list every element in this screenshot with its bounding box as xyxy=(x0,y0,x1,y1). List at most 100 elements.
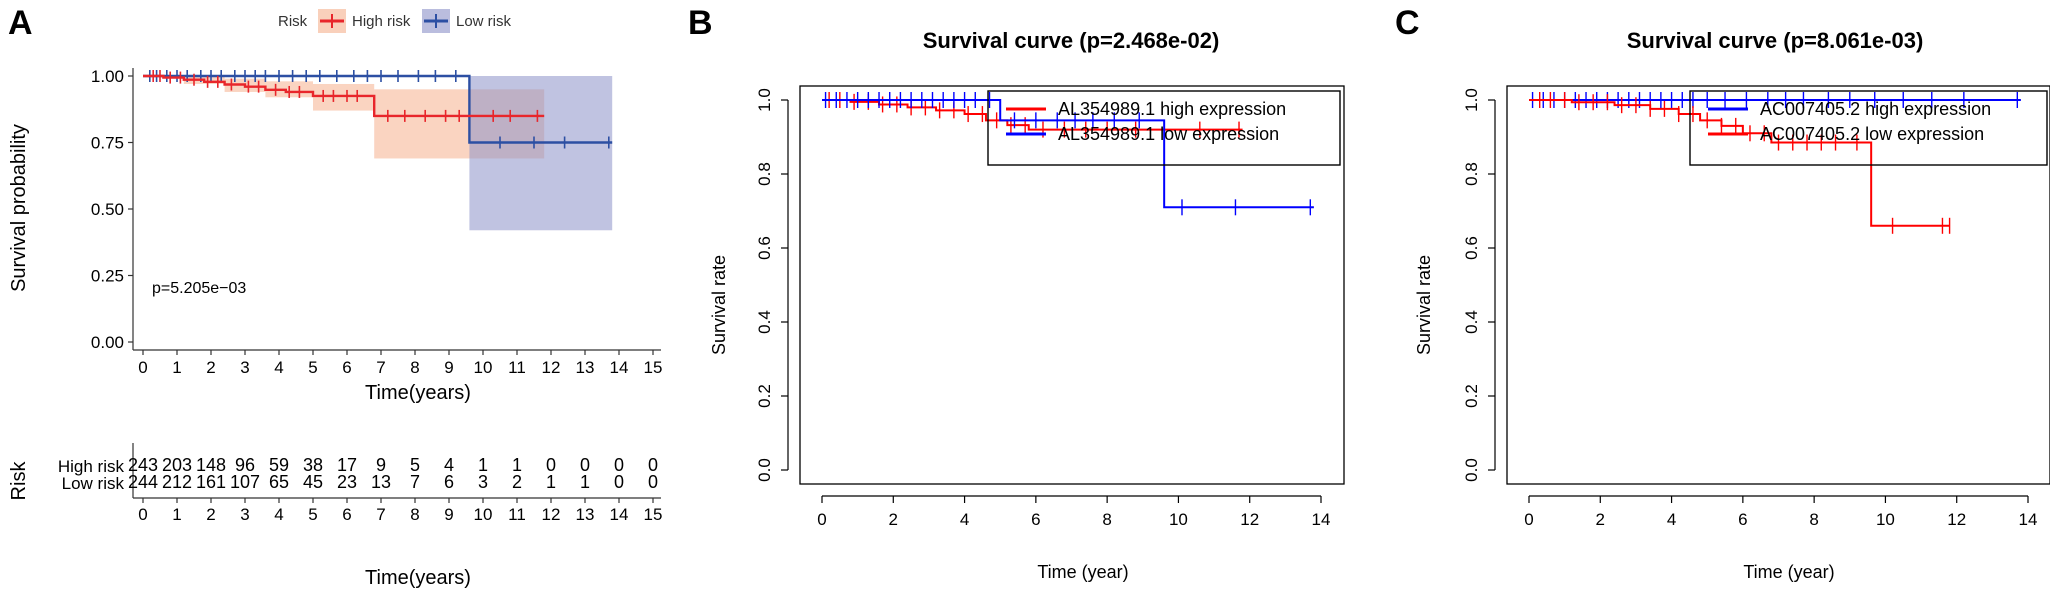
panel-c-xtick-label-5: 10 xyxy=(1876,510,1895,529)
panel-a-xtick-label-8: 8 xyxy=(410,358,419,377)
panel-b-xtick-label-1: 2 xyxy=(889,510,898,529)
legend-a-title: Risk xyxy=(278,13,308,30)
panel-a-xtick-label-13: 13 xyxy=(576,358,595,377)
panel-c-ytick-label-3: 0.6 xyxy=(1462,236,1481,260)
risk-table-cell-0-7: 9 xyxy=(376,455,386,475)
panel-b-xtick-label-3: 6 xyxy=(1031,510,1040,529)
panel-c-legend-label-0: AC007405.2 high expression xyxy=(1760,99,1991,119)
panel-a-ci-band-1-2 xyxy=(469,76,613,231)
panel-a-xlabel: Time(years) xyxy=(365,382,471,404)
panel-b-plot: 0.0 0.2 0.4 0.6 0.8 1.0 0 2 4 6 8 10 12 14 AL354989.1 … xyxy=(755,85,1345,529)
risk-table-cell-1-13: 1 xyxy=(580,472,590,492)
risk-table-cell-1-15: 0 xyxy=(648,472,658,492)
panel-a-xtick-label-14: 14 xyxy=(610,358,629,377)
risk-table-xtick-label-11: 11 xyxy=(508,505,526,524)
risk-table-cell-1-1: 212 xyxy=(162,472,192,492)
risk-table-xtick-label-2: 2 xyxy=(206,505,215,524)
panel-a-xtick-label-7: 7 xyxy=(376,358,385,377)
risk-table-cell-0-15: 0 xyxy=(648,455,658,475)
panel-c-ytick-label-2: 0.4 xyxy=(1462,310,1481,334)
risk-table-cell-0-3: 96 xyxy=(235,455,255,475)
panel-a-xtick-label-9: 9 xyxy=(444,358,453,377)
panel-a-xtick-label-3: 3 xyxy=(240,358,249,377)
panel-b-xlabel: Time (year) xyxy=(1037,562,1128,582)
panel-b-ytick-label-4: 0.8 xyxy=(755,162,774,186)
panel-a-xtick-label-12: 12 xyxy=(542,358,561,377)
panel-a-xtick-label-15: 15 xyxy=(644,358,663,377)
panel-b-ytick-label-3: 0.6 xyxy=(755,236,774,260)
risk-table-xtick-label-9: 9 xyxy=(444,505,453,524)
panel-c-title: Survival curve (p=8.061e-03) xyxy=(1627,28,1924,53)
risk-table-cell-1-4: 65 xyxy=(269,472,289,492)
panel-b-xtick-label-4: 8 xyxy=(1102,510,1111,529)
risk-table-rowlabel-1: Low risk xyxy=(62,474,125,493)
risk-table-cell-0-2: 148 xyxy=(196,455,226,475)
risk-table-rowlabel-0: High risk xyxy=(58,457,125,476)
panel-a-ytick-label-1: 0.25 xyxy=(91,267,124,286)
risk-table-xtick-label-12: 12 xyxy=(542,505,561,524)
panel-b-xtick-label-6: 12 xyxy=(1240,510,1259,529)
panel-a-xtick-label-5: 5 xyxy=(308,358,317,377)
risk-table-xtick-label-14: 14 xyxy=(610,505,629,524)
risk-table-cell-0-0: 243 xyxy=(128,455,158,475)
risk-table-xtick-label-1: 1 xyxy=(172,505,181,524)
risk-table-ylabel: Risk xyxy=(8,461,30,501)
panel-b-xtick-label-5: 10 xyxy=(1169,510,1188,529)
panel-letter-b: B xyxy=(688,4,713,42)
panel-c-xtick-label-0: 0 xyxy=(1524,510,1533,529)
panel-b-ylabel: Survival rate xyxy=(709,255,729,355)
risk-table-xtick-label-0: 0 xyxy=(138,505,147,524)
panel-b-plot-box xyxy=(799,85,1345,485)
panel-b-xtick-label-0: 0 xyxy=(817,510,826,529)
risk-table-cell-1-0: 244 xyxy=(128,472,158,492)
panel-b-legend-label-1: AL354989.1 low expression xyxy=(1058,124,1279,144)
panel-c-ytick-label-0: 0.0 xyxy=(1462,458,1481,482)
panel-c-xtick-label-1: 2 xyxy=(1596,510,1605,529)
legend-a-low-label: Low risk xyxy=(456,13,512,30)
risk-table-xtick-label-7: 7 xyxy=(376,505,385,524)
risk-table-cell-0-8: 5 xyxy=(410,455,420,475)
legend-a-high-label: High risk xyxy=(352,13,411,30)
risk-table-cell-1-10: 3 xyxy=(478,472,488,492)
panel-a-survival-lines xyxy=(143,70,613,149)
risk-table-cell-0-9: 4 xyxy=(444,455,454,475)
risk-table-xtick-label-5: 5 xyxy=(308,505,317,524)
panel-letter-a: A xyxy=(8,4,33,42)
panel-c-legend-label-1: AC007405.2 low expression xyxy=(1760,124,1984,144)
panel-a-ytick-label-3: 0.75 xyxy=(91,134,124,153)
risk-table-cell-1-12: 1 xyxy=(546,472,556,492)
panel-a-xtick-label-1: 1 xyxy=(172,358,181,377)
risk-table-cell-1-2: 161 xyxy=(196,472,226,492)
panel-a-xtick-label-2: 2 xyxy=(206,358,215,377)
risk-table-cell-1-6: 23 xyxy=(337,472,357,492)
panel-b-legend-label-0: AL354989.1 high expression xyxy=(1058,99,1286,119)
risk-table-xtick-label-13: 13 xyxy=(576,505,595,524)
panel-b-ytick-label-5: 1.0 xyxy=(755,88,774,112)
risk-table-xtick-label-6: 6 xyxy=(342,505,351,524)
risk-table-xtick-label-8: 8 xyxy=(410,505,419,524)
risk-table-cell-1-8: 7 xyxy=(410,472,420,492)
panel-b-line-1 xyxy=(822,99,1314,209)
panel-a-ylabel: Survival probability xyxy=(8,124,30,292)
risk-table-cell-0-13: 0 xyxy=(580,455,590,475)
panel-c-xtick-label-6: 12 xyxy=(1947,510,1966,529)
panel-c-plot-box xyxy=(1506,85,2050,485)
panel-c-xtick-label-4: 8 xyxy=(1809,510,1818,529)
risk-table-cell-0-6: 17 xyxy=(337,455,357,475)
risk-table-xtick-label-10: 10 xyxy=(474,505,493,524)
panel-a-line-high xyxy=(143,74,545,118)
panel-c-legend-box xyxy=(1689,90,2048,166)
risk-table-cell-0-5: 38 xyxy=(303,455,323,475)
risk-table-cell-1-9: 6 xyxy=(444,472,454,492)
panel-a-ytick-label-2: 0.50 xyxy=(91,200,124,219)
panel-a-axes: 0.000.250.500.751.000 1 2 3 4 5 6 7 8 9 10 11 12 13 14… xyxy=(91,67,663,377)
panel-b-legend-box xyxy=(987,90,1341,166)
panel-c-ylabel: Survival rate xyxy=(1414,255,1434,355)
risk-table-cell-0-1: 203 xyxy=(162,455,192,475)
risk-table-cell-0-12: 0 xyxy=(546,455,556,475)
panel-a-xtick-label-6: 6 xyxy=(342,358,351,377)
panel-c-ytick-label-5: 1.0 xyxy=(1462,88,1481,112)
panel-a-pvalue: p=5.205e−03 xyxy=(152,280,246,297)
